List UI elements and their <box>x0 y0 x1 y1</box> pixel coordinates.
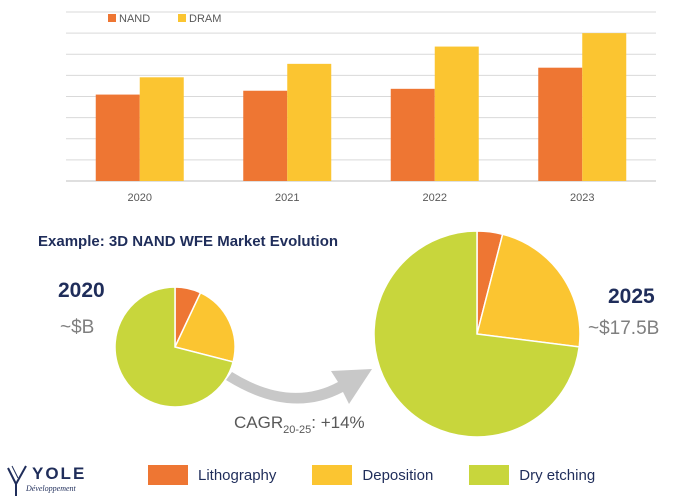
x-tick-label: 2022 <box>423 192 447 204</box>
legend-label-lithography: Lithography <box>198 466 277 484</box>
pie-slice-dry-etching <box>373 230 581 438</box>
cagr-label: CAGR20-25: +14% <box>234 413 365 436</box>
legend-swatch-dry-etching <box>469 465 510 485</box>
pie-chart-2020 <box>114 286 236 408</box>
legend-item-lithography: Lithography <box>148 465 276 485</box>
x-tick-label: 2020 <box>128 192 152 204</box>
bar-dram-2020 <box>139 77 184 181</box>
bar-marks <box>95 33 627 182</box>
headline: Example: 3D NAND WFE Market Evolution <box>38 233 338 250</box>
pie-legend: Lithography Deposition Dry etching <box>148 462 648 488</box>
pie-2020-value: ~$B <box>60 317 94 338</box>
legend-swatch-lithography <box>148 465 188 485</box>
legend-swatch-deposition <box>312 465 353 485</box>
yole-logo-mark-icon <box>7 465 27 496</box>
bar-chart: 2020 2021 2022 2023 NAND DRAM <box>66 11 656 204</box>
growth-arrow <box>226 369 372 404</box>
x-tick-label: 2023 <box>570 192 594 204</box>
bar-dram-2022 <box>434 46 479 182</box>
bar-nand-2020 <box>95 94 140 181</box>
legend-item-deposition: Deposition <box>312 465 433 485</box>
bar-tick-labels: 2020 2021 2022 2023 <box>128 192 595 204</box>
x-tick-label: 2021 <box>275 192 299 204</box>
cagr-subscript: 20-25 <box>283 424 311 436</box>
legend-label-deposition: Deposition <box>362 466 434 484</box>
legend-label-dry-etching: Dry etching <box>519 466 596 484</box>
pie-2025-value: ~$17.5B <box>588 318 659 339</box>
bar-dram-2021 <box>287 63 332 181</box>
legend-item-dry-etching: Dry etching <box>469 465 595 485</box>
bar-nand-2021 <box>243 90 288 181</box>
legend-label-dram: DRAM <box>189 13 221 25</box>
bar-nand-2023 <box>538 67 583 181</box>
legend-swatch-nand <box>108 14 116 22</box>
cagr-suffix: : +14% <box>311 413 364 432</box>
bar-dram-2023 <box>582 33 627 181</box>
pie-slice-deposition <box>476 233 581 348</box>
pie-slice-dry-etching <box>114 286 235 408</box>
pie-2025-year: 2025 <box>608 285 655 308</box>
pie-2020-year: 2020 <box>58 279 105 302</box>
logo-subtitle: Développement <box>26 484 76 493</box>
pie-slice-deposition <box>173 291 236 363</box>
bar-legend: NAND DRAM <box>108 13 221 25</box>
pie-chart-2025 <box>373 230 581 438</box>
legend-swatch-dram <box>178 14 186 22</box>
logo-name: YOLE <box>32 464 87 483</box>
yole-logo: YOLE Développement <box>4 462 114 500</box>
bar-nand-2022 <box>390 88 435 181</box>
cagr-prefix: CAGR <box>234 413 283 432</box>
legend-label-nand: NAND <box>119 13 150 25</box>
